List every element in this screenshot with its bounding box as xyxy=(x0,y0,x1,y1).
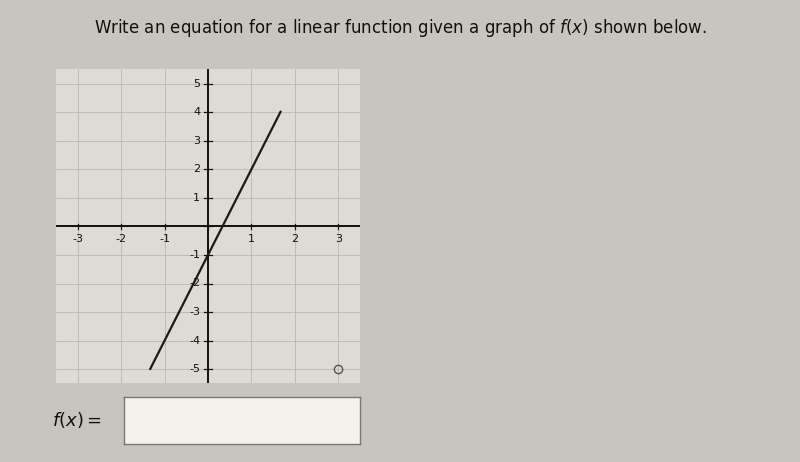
Text: -2: -2 xyxy=(115,233,126,243)
Text: 3: 3 xyxy=(193,136,200,146)
Text: 2: 2 xyxy=(193,164,200,174)
Text: -1: -1 xyxy=(159,233,170,243)
Text: 3: 3 xyxy=(334,233,342,243)
Text: 5: 5 xyxy=(193,79,200,89)
Text: 4: 4 xyxy=(193,107,200,117)
Text: 1: 1 xyxy=(248,233,255,243)
Text: 1: 1 xyxy=(193,193,200,203)
Text: -3: -3 xyxy=(72,233,83,243)
Text: -1: -1 xyxy=(189,250,200,260)
Text: -3: -3 xyxy=(189,307,200,317)
Text: -5: -5 xyxy=(189,364,200,374)
Text: Write an equation for a linear function given a graph of $f(x)$ shown below.: Write an equation for a linear function … xyxy=(94,17,706,39)
Text: -4: -4 xyxy=(189,335,200,346)
Text: 2: 2 xyxy=(291,233,298,243)
Text: -2: -2 xyxy=(189,279,200,288)
Text: $f(x)=$: $f(x)=$ xyxy=(52,410,102,431)
